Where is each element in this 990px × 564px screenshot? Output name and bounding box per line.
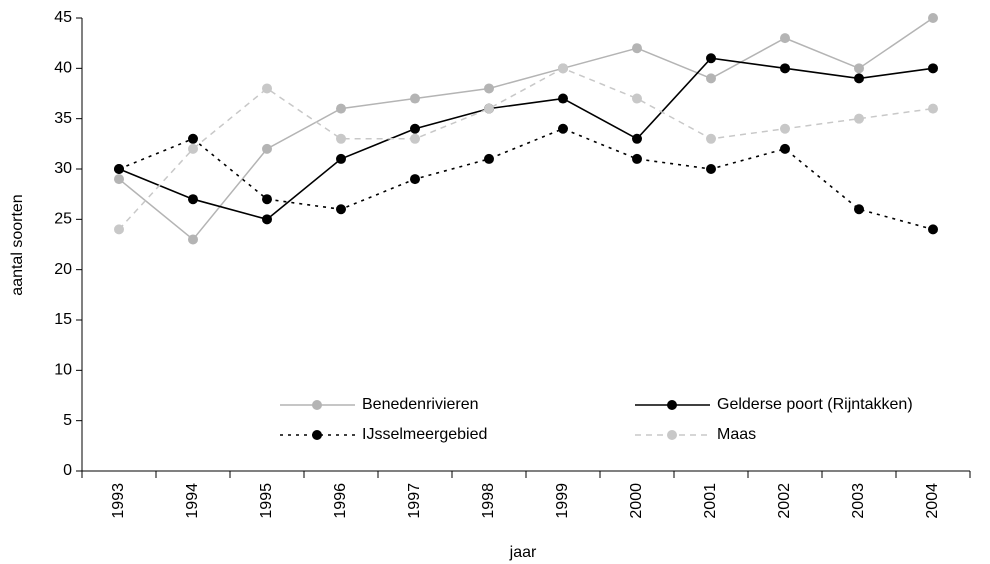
series-marker [484,153,494,164]
series-marker [336,103,346,114]
series-marker [558,93,568,104]
y-axis-label: aantal soorten [9,194,26,295]
series-marker [114,224,124,235]
series-marker [632,43,642,54]
x-tick-label: 1997 [406,483,423,519]
x-tick-label: 2000 [628,483,645,519]
series-marker [410,93,420,104]
x-tick-label: 2001 [702,483,719,519]
series-marker [484,103,494,114]
series-marker [928,13,938,23]
legend-marker [667,430,677,440]
series-marker [854,113,864,124]
series-marker [188,194,198,205]
series-marker [262,214,272,225]
series-marker [706,164,716,174]
series-marker [706,53,716,64]
legend-label: IJsselmeergebied [362,426,487,443]
series-line [118,17,934,241]
series-marker [262,194,272,205]
series-marker [780,33,790,44]
series-marker [262,143,272,154]
legend-marker [312,400,322,410]
series-marker [780,63,790,74]
series-marker [410,133,420,144]
x-tick-label: 1999 [554,483,571,519]
y-tick-label: 10 [54,362,72,379]
y-tick-label: 45 [54,9,72,26]
y-tick-label: 40 [54,60,72,77]
series-marker [336,204,346,215]
series-marker [410,123,420,134]
y-tick-label: 30 [54,160,72,177]
series-marker [632,133,642,144]
series-marker [558,63,568,74]
x-tick-label: 2004 [924,483,941,519]
y-tick-label: 20 [54,261,72,278]
x-tick-label: 1993 [110,483,127,519]
series-marker [854,204,864,215]
series-marker [632,93,642,104]
y-tick-label: 15 [54,311,72,328]
series-marker [188,133,198,144]
x-tick-label: 1995 [258,483,275,519]
y-tick-label: 0 [63,462,72,479]
series-marker [410,174,420,185]
series-marker [336,153,346,164]
series-marker [928,224,938,235]
series-marker [188,234,198,245]
series-marker [854,73,864,84]
series-marker [780,143,790,154]
series-marker [336,133,346,144]
series-marker [706,133,716,144]
legend-label: Maas [717,426,756,443]
series-marker [114,174,124,185]
legend-marker [312,430,322,440]
legend-label: Benedenrivieren [362,396,479,413]
series-marker [780,123,790,134]
series-marker [706,73,716,84]
x-tick-label: 2002 [776,483,793,519]
x-tick-label: 1998 [480,483,497,519]
series-marker [632,153,642,164]
series-line [118,127,934,231]
series-marker [928,103,938,114]
x-axis-label: jaar [509,544,537,561]
x-tick-label: 1996 [332,483,349,519]
series-marker [854,63,864,74]
x-tick-label: 1994 [184,483,201,519]
series-line [118,67,934,230]
series-marker [558,123,568,134]
legend-marker [667,400,677,410]
x-tick-label: 2003 [850,483,867,519]
series-marker [928,63,938,74]
series-line [118,57,934,221]
series-marker [114,164,124,174]
legend-label: Gelderse poort (Rijntakken) [717,396,913,413]
series-marker [262,83,272,94]
y-tick-label: 25 [54,211,72,228]
series-marker [188,143,198,154]
y-tick-label: 5 [63,412,72,429]
y-tick-label: 35 [54,110,72,127]
series-marker [484,83,494,94]
